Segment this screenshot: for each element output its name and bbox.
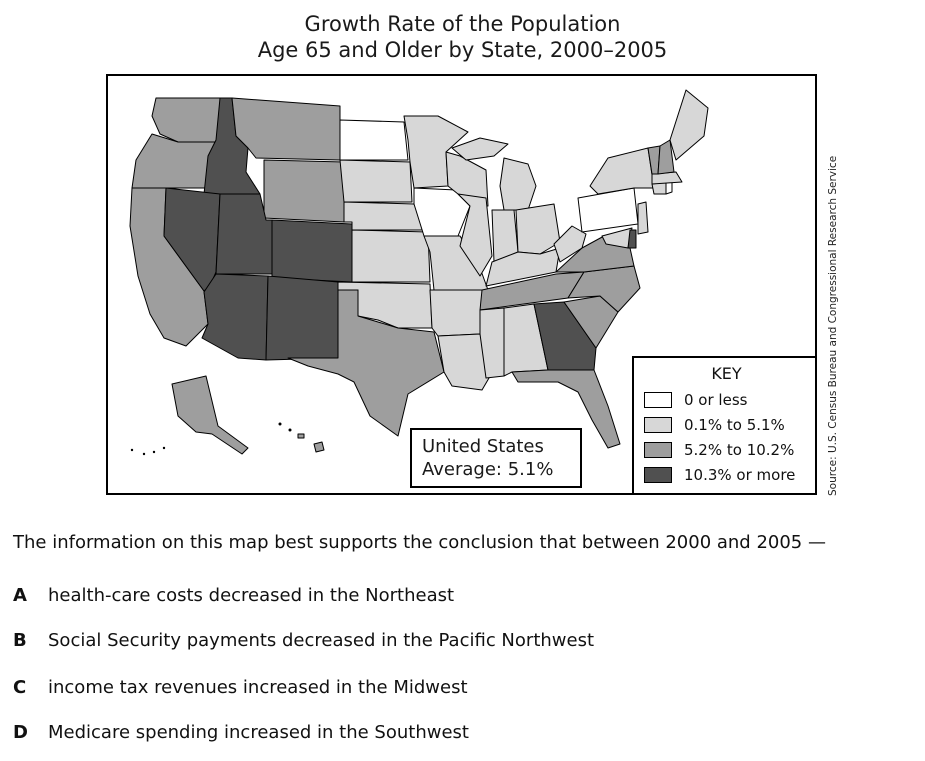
state-nm — [265, 275, 339, 361]
choice-letter: D — [13, 722, 28, 743]
choice-letter: C — [13, 677, 27, 698]
map-key: KEY 0 or less 0.1% to 5.1% 5.2% to 10.2%… — [632, 356, 815, 493]
question-stem: The information on this map best support… — [13, 532, 826, 553]
state-sd — [339, 159, 413, 203]
state-de — [627, 229, 637, 249]
state-nj — [637, 201, 649, 235]
state-nd — [339, 119, 409, 161]
us-average-line-2: Average: 5.1% — [422, 459, 554, 480]
state-me — [669, 89, 709, 161]
state-hi — [313, 441, 325, 453]
state-ny — [589, 147, 655, 195]
aleutian-dot-1 — [162, 446, 166, 450]
state-ks — [351, 229, 431, 283]
state-mi-up — [451, 137, 509, 161]
key-label: 0.1% to 5.1% — [684, 416, 785, 434]
state-oh — [515, 203, 561, 255]
state-fl — [511, 369, 621, 449]
state-wv — [553, 225, 587, 263]
state-co — [271, 219, 353, 283]
state-ri — [665, 181, 673, 195]
key-swatch — [644, 467, 672, 483]
key-swatch — [644, 417, 672, 433]
choice-text: health-care costs decreased in the North… — [48, 585, 455, 606]
us-state-map — [129, 89, 709, 456]
state-nh — [657, 139, 675, 175]
hawaii-dot-2 — [288, 428, 292, 432]
choice-text: income tax revenues increased in the Mid… — [48, 677, 468, 698]
source-credit: Source: U.S. Census Bureau and Congressi… — [827, 155, 839, 496]
map-title-line-2: Age 65 and Older by State, 2000–2005 — [257, 38, 668, 62]
aleutian-dot-2 — [152, 450, 156, 454]
state-wa — [151, 97, 223, 143]
state-az — [201, 273, 269, 361]
answer-choice-d[interactable]: D Medicare spending increased in the Sout… — [13, 720, 469, 746]
hawaii-dot-1 — [278, 422, 282, 426]
key-label: 10.3% or more — [684, 466, 796, 484]
key-label: 5.2% to 10.2% — [684, 441, 795, 459]
map-frame: United States Average: 5.1% KEY 0 or les… — [106, 74, 817, 495]
state-hi-2 — [297, 433, 305, 439]
us-average-line-1: United States — [422, 436, 544, 457]
key-swatch — [644, 442, 672, 458]
aleutian-dot-3 — [142, 452, 146, 456]
choice-text: Social Security payments decreased in th… — [48, 630, 595, 651]
key-swatch — [644, 392, 672, 408]
state-ar — [429, 289, 487, 337]
state-mi — [499, 157, 537, 211]
state-tx — [287, 289, 445, 437]
key-label: 0 or less — [684, 391, 748, 409]
key-title: KEY — [711, 364, 742, 383]
choice-text: Medicare spending increased in the South… — [48, 722, 469, 743]
choice-letter: A — [13, 585, 27, 606]
choice-letter: B — [13, 630, 27, 651]
state-pa — [577, 187, 639, 233]
us-average-box: United States Average: 5.1% — [410, 428, 582, 488]
state-ms — [479, 307, 505, 379]
map-title-line-1: Growth Rate of the Population — [304, 12, 621, 36]
answer-choice-b[interactable]: B Social Security payments decreased in t… — [13, 628, 594, 654]
state-il — [457, 193, 493, 277]
state-mt — [231, 97, 341, 161]
state-ak — [171, 375, 249, 455]
state-ga — [533, 301, 597, 371]
state-wy — [263, 159, 345, 223]
aleutian-dot-4 — [130, 448, 134, 452]
